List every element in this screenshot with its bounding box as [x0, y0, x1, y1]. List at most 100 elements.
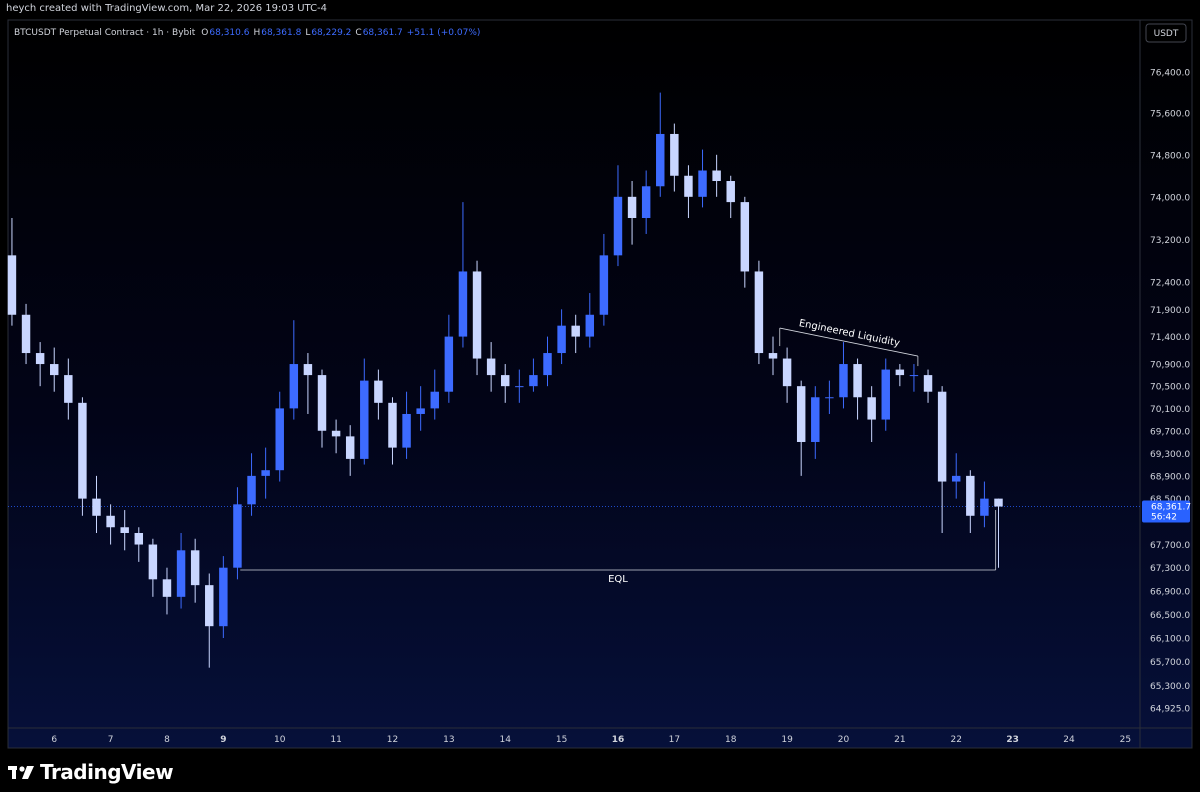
candle-body [557, 325, 566, 354]
x-tick-label: 23 [1006, 735, 1019, 745]
y-tick-label: 74,800.0 [1150, 151, 1190, 161]
candle-body [458, 271, 468, 337]
candle-body [64, 375, 73, 403]
x-tick-label: 11 [330, 735, 341, 745]
candle-body [120, 527, 129, 534]
y-tick-label: 76,400.0 [1150, 69, 1190, 79]
ohlc-legend: BTCUSDT Perpetual Contract · 1h · Bybit O… [14, 28, 480, 38]
candle-body [951, 475, 961, 482]
candle-body [247, 475, 256, 505]
last-price-label: 68,361.7 [1151, 503, 1191, 513]
y-tick-label: 66,500.0 [1150, 611, 1190, 621]
last-price-badge [1142, 500, 1190, 523]
candle-body [895, 369, 905, 376]
footer-logo: TradingView [8, 758, 174, 786]
candle-body [205, 585, 214, 627]
y-tick-label: 67,700.0 [1150, 541, 1190, 551]
candle-body [78, 402, 87, 499]
candle-body [782, 358, 792, 387]
candle-body [994, 498, 1003, 507]
chart: USDT BTCUSDT Perpetual Contract · 1h · B… [7, 19, 1193, 749]
header-text: heych created with TradingView.com, Mar … [6, 3, 328, 14]
y-tick-label: 70,100.0 [1150, 405, 1190, 415]
candle-body [92, 498, 101, 516]
y-tick-label: 70,900.0 [1150, 361, 1190, 371]
candle-body [444, 336, 454, 392]
candle-body [585, 314, 595, 337]
y-tick-label: 67,300.0 [1150, 564, 1190, 574]
candle-body [219, 567, 228, 627]
candle-body [543, 353, 552, 376]
candle-body [134, 533, 144, 545]
candle-body [21, 314, 31, 354]
candle-body [599, 255, 609, 315]
candle-body [796, 386, 806, 442]
currency-label[interactable]: USDT [1154, 29, 1179, 39]
candle-body [515, 386, 524, 388]
candle-body [500, 375, 510, 387]
candle-body [684, 175, 693, 197]
candle-body [345, 436, 355, 459]
y-tick-label: 71,400.0 [1150, 333, 1190, 343]
y-tick-label: 70,500.0 [1150, 383, 1190, 393]
x-tick-label: 18 [725, 735, 737, 745]
legend-value: 68,361.8 [261, 28, 301, 38]
candle-body [472, 271, 482, 359]
currency-button[interactable] [1145, 23, 1187, 43]
countdown-label: 56:42 [1151, 513, 1177, 523]
candle-body [7, 255, 17, 315]
candle-body [881, 369, 890, 420]
annotation-line [779, 327, 918, 357]
annotation-label: EQL [608, 574, 628, 585]
candle-body [937, 391, 947, 482]
y-tick-label: 68,900.0 [1150, 472, 1190, 482]
candle-body [106, 515, 115, 528]
candle-body [529, 375, 538, 387]
y-tick-label: 66,100.0 [1150, 634, 1190, 644]
candle-body [261, 470, 270, 476]
candle-body [331, 430, 341, 437]
y-tick-label: 71,900.0 [1150, 306, 1190, 316]
y-tick-label: 69,700.0 [1150, 427, 1190, 437]
candle-body [613, 196, 623, 256]
y-tick-label: 64,925.0 [1150, 705, 1190, 715]
candle-body [740, 202, 750, 272]
candle-body [275, 408, 284, 471]
x-tick-label: 16 [612, 735, 625, 745]
candle-body [317, 375, 327, 431]
candle-body [656, 133, 665, 187]
legend-value: 68,361.7 [363, 28, 403, 38]
chart-panel [7, 19, 1193, 749]
candle-body [402, 413, 411, 448]
x-tick-label: 12 [387, 735, 398, 745]
candle-body [839, 364, 848, 398]
x-tick-label: 24 [1063, 735, 1075, 745]
x-tick-label: 22 [950, 735, 961, 745]
legend-value: 68,229.2 [311, 28, 351, 38]
candle-body [811, 397, 820, 442]
x-tick-label: 9 [220, 735, 226, 745]
x-tick-label: 15 [556, 735, 567, 745]
x-tick-label: 21 [894, 735, 905, 745]
candle-body [388, 402, 397, 448]
candle-body [670, 133, 679, 176]
x-tick-label: 20 [838, 735, 850, 745]
candle-body [162, 579, 172, 597]
x-tick-label: 6 [51, 735, 57, 745]
y-tick-label: 69,300.0 [1150, 450, 1190, 460]
candle-body [923, 375, 933, 392]
legend-value: 68,310.6 [209, 28, 249, 38]
candle-body [233, 504, 242, 568]
legend-key: L [305, 28, 310, 38]
x-tick-label: 25 [1120, 735, 1131, 745]
y-tick-label: 74,000.0 [1150, 193, 1190, 203]
candle-body [966, 475, 975, 516]
x-tick-label: 7 [108, 735, 114, 745]
x-tick-label: 8 [164, 735, 170, 745]
logo-text: TradingView [40, 760, 174, 784]
candle-body [289, 364, 299, 409]
candle-body [571, 325, 580, 337]
candle-body [190, 550, 200, 586]
candle-body [416, 408, 425, 414]
